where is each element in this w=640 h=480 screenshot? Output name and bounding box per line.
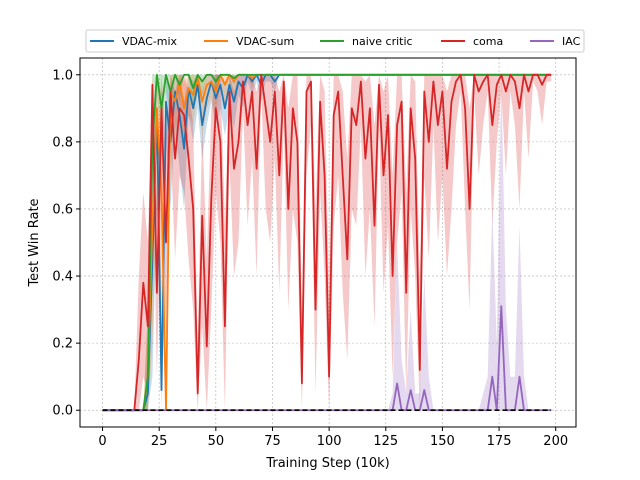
x-tick-label: 150 [430, 434, 455, 449]
plot-area-frame [79, 57, 577, 428]
series-lines [102, 73, 552, 412]
y-tick-label: 0.4 [52, 270, 73, 285]
x-tick-label: 25 [151, 434, 168, 449]
y-tick-label: 0.0 [52, 404, 73, 419]
y-axis-ticks: 0.0 0.2 0.4 0.6 0.8 1.0 [52, 68, 80, 419]
x-tick-label: 75 [264, 434, 281, 449]
x-axis-label: Training Step (10k) [265, 456, 389, 471]
x-axis-ticks: 0 25 50 75 100 125 150 175 200 [98, 427, 568, 449]
y-tick-label: 1.0 [52, 68, 73, 83]
y-tick-label: 0.8 [52, 135, 73, 150]
x-tick-label: 200 [543, 434, 568, 449]
line-naive-critic [102, 73, 552, 412]
y-axis-label: Test Win Rate [27, 198, 42, 287]
legend-label-vdac-sum: VDAC-sum [236, 35, 294, 48]
legend: VDAC-mix VDAC-sum naive critic coma IAC [85, 29, 585, 53]
x-tick-label: 0 [98, 434, 106, 449]
legend-label-iac: IAC [562, 35, 581, 48]
legend-label-vdac-mix: VDAC-mix [122, 35, 178, 48]
x-tick-label: 175 [487, 434, 512, 449]
band-iac [102, 74, 552, 411]
x-tick-label: 125 [373, 434, 398, 449]
x-tick-label: 50 [208, 434, 225, 449]
legend-label-naive-critic: naive critic [352, 35, 413, 48]
y-tick-label: 0.2 [52, 337, 73, 352]
legend-label-coma: coma [473, 35, 503, 48]
line-coma [102, 73, 552, 412]
y-tick-label: 0.6 [52, 202, 73, 217]
x-tick-label: 100 [317, 434, 342, 449]
